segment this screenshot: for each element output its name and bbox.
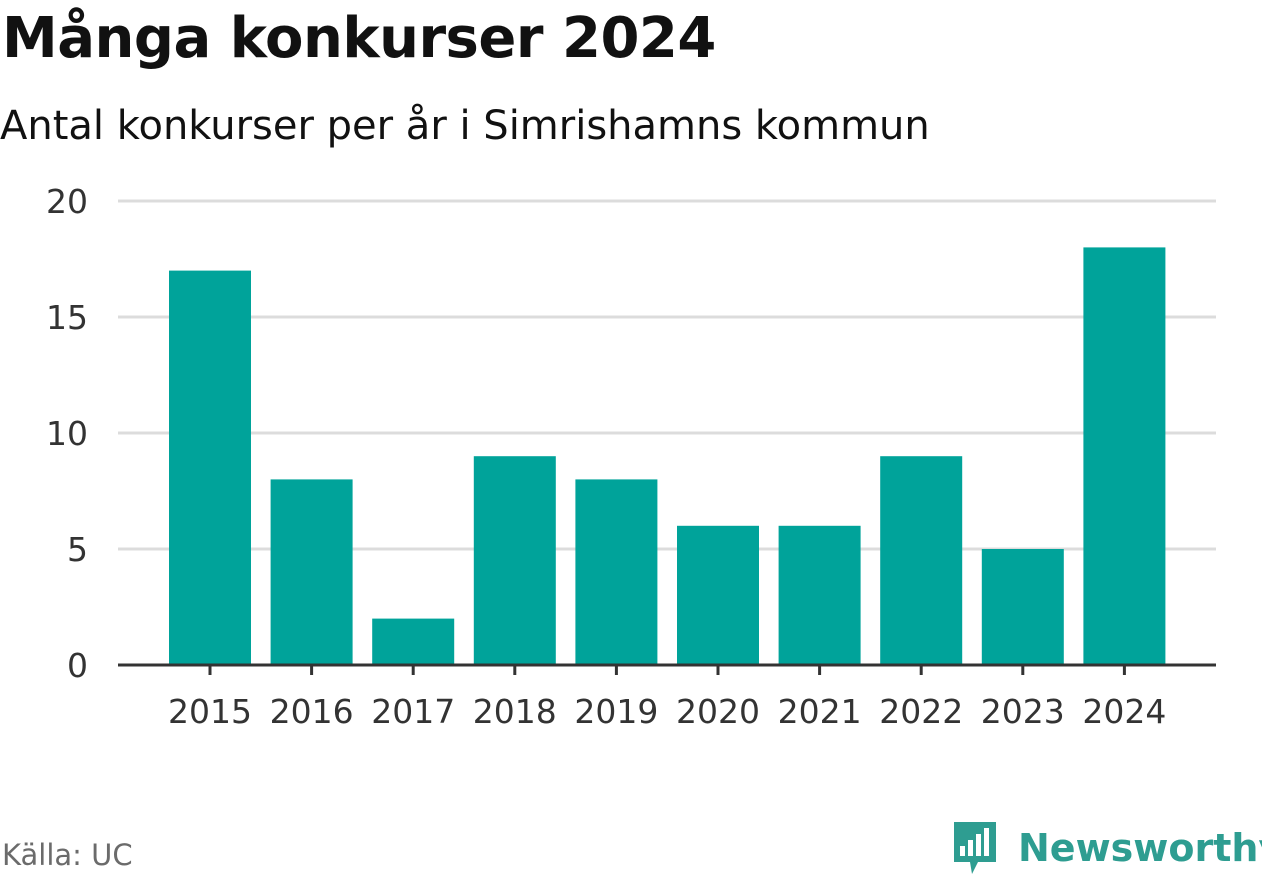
bar-2019[interactable] xyxy=(575,479,658,665)
bar-2018[interactable] xyxy=(473,456,556,665)
bar-2016[interactable] xyxy=(270,479,353,665)
y-tick-label: 15 xyxy=(46,298,88,337)
chart-title: Många konkurser 2024 xyxy=(2,6,716,71)
y-tick-label: 20 xyxy=(46,182,88,221)
x-tick-label: 2015 xyxy=(168,692,252,731)
bar-2015[interactable] xyxy=(169,270,251,665)
bar-2020[interactable] xyxy=(677,525,759,665)
x-tick-label: 2021 xyxy=(778,692,862,731)
x-axis-ticks: 2015 2016 2017 2018 2019 2020 2021 2022 2023 2024 xyxy=(168,692,1166,731)
bar-2017[interactable] xyxy=(372,618,455,665)
x-tick-label: 2017 xyxy=(371,692,455,731)
bar-2023[interactable] xyxy=(981,549,1064,665)
y-axis-ticks: 0 5 10 15 20 xyxy=(46,182,88,685)
y-tick-label: 0 xyxy=(67,646,88,685)
chart-subtitle: Antal konkurser per år i Simrishamns kom… xyxy=(0,103,930,149)
newsworthy-logo-icon xyxy=(954,822,996,874)
x-tick-label: 2020 xyxy=(676,692,760,731)
y-tick-label: 10 xyxy=(46,414,88,453)
source-note: Källa: UC xyxy=(2,838,133,872)
x-tick-label: 2019 xyxy=(574,692,658,731)
brand-logo[interactable]: Newsworthy xyxy=(950,818,1262,878)
bar-2021[interactable] xyxy=(778,525,861,665)
bar-chart: 0 5 10 15 20 2015 2016 2017 2018 2019 2020 2021 202… xyxy=(46,182,1216,731)
bars xyxy=(169,247,1166,665)
bar-2022[interactable] xyxy=(880,456,963,665)
x-tick-label: 2023 xyxy=(981,692,1065,731)
x-tick-label: 2018 xyxy=(473,692,557,731)
x-tick-label: 2016 xyxy=(270,692,354,731)
brand-name: Newsworthy xyxy=(1018,826,1262,870)
x-tick-label: 2022 xyxy=(879,692,963,731)
x-tick-label: 2024 xyxy=(1082,692,1166,731)
bar-2024[interactable] xyxy=(1083,247,1166,665)
y-tick-label: 5 xyxy=(67,530,88,569)
x-axis xyxy=(118,663,1216,675)
